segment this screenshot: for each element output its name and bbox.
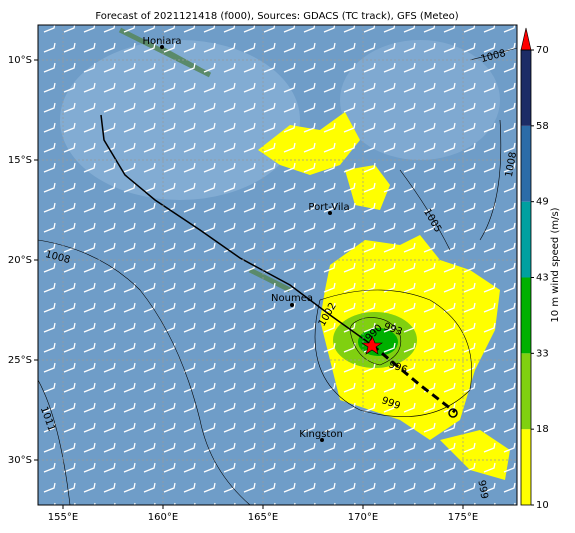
colorbar-segment [521, 429, 531, 505]
colorbar-segment [521, 277, 531, 354]
colorbar-label: 10 m wind speed (m/s) [550, 207, 561, 322]
place-label: Port-Vila [308, 202, 349, 213]
colorbar-segment [521, 353, 531, 430]
isobar-label: 999 [475, 479, 489, 500]
isobar-label: 1008 [504, 151, 519, 178]
cyclone-position [361, 335, 383, 355]
lon-tick-label: 170°E [348, 512, 378, 523]
colorbar-tick-label: 70 [536, 45, 549, 56]
lat-tick-label: 10°S [8, 55, 32, 66]
lat-tick-label: 15°S [8, 155, 32, 166]
place-label: Honiara [142, 36, 181, 47]
lon-tick-label: 165°E [248, 512, 278, 523]
colorbar-tick-label: 49 [536, 197, 549, 208]
colorbar-segment [521, 201, 531, 278]
colorbar-tick-label: 18 [536, 424, 549, 435]
place-label: Noumea [271, 293, 313, 304]
colorbar-tick-label: 43 [536, 273, 549, 284]
colorbar-segment [521, 125, 531, 202]
lat-tick-label: 20°S [8, 255, 32, 266]
map-title: Forecast of 2021121418 (f000), Sources: … [95, 11, 458, 22]
lat-tick-label: 25°S [8, 355, 32, 366]
lon-tick-label: 175°E [448, 512, 478, 523]
lon-tick-label: 160°E [148, 512, 178, 523]
colorbar-segment [521, 50, 531, 126]
place-label: Kingston [299, 429, 343, 440]
lat-tick-label: 30°S [8, 455, 32, 466]
lon-tick-label: 155°E [48, 512, 78, 523]
colorbar-tick-label: 10 [536, 500, 549, 511]
map-area: Honiara Port-Vila Noumea Kingston 1008 1… [38, 25, 519, 505]
colorbar-tick-label: 33 [536, 348, 549, 359]
colorbar-tick-label: 58 [536, 121, 549, 132]
colorbar-extend [520, 27, 532, 51]
map-frame [37, 24, 518, 506]
